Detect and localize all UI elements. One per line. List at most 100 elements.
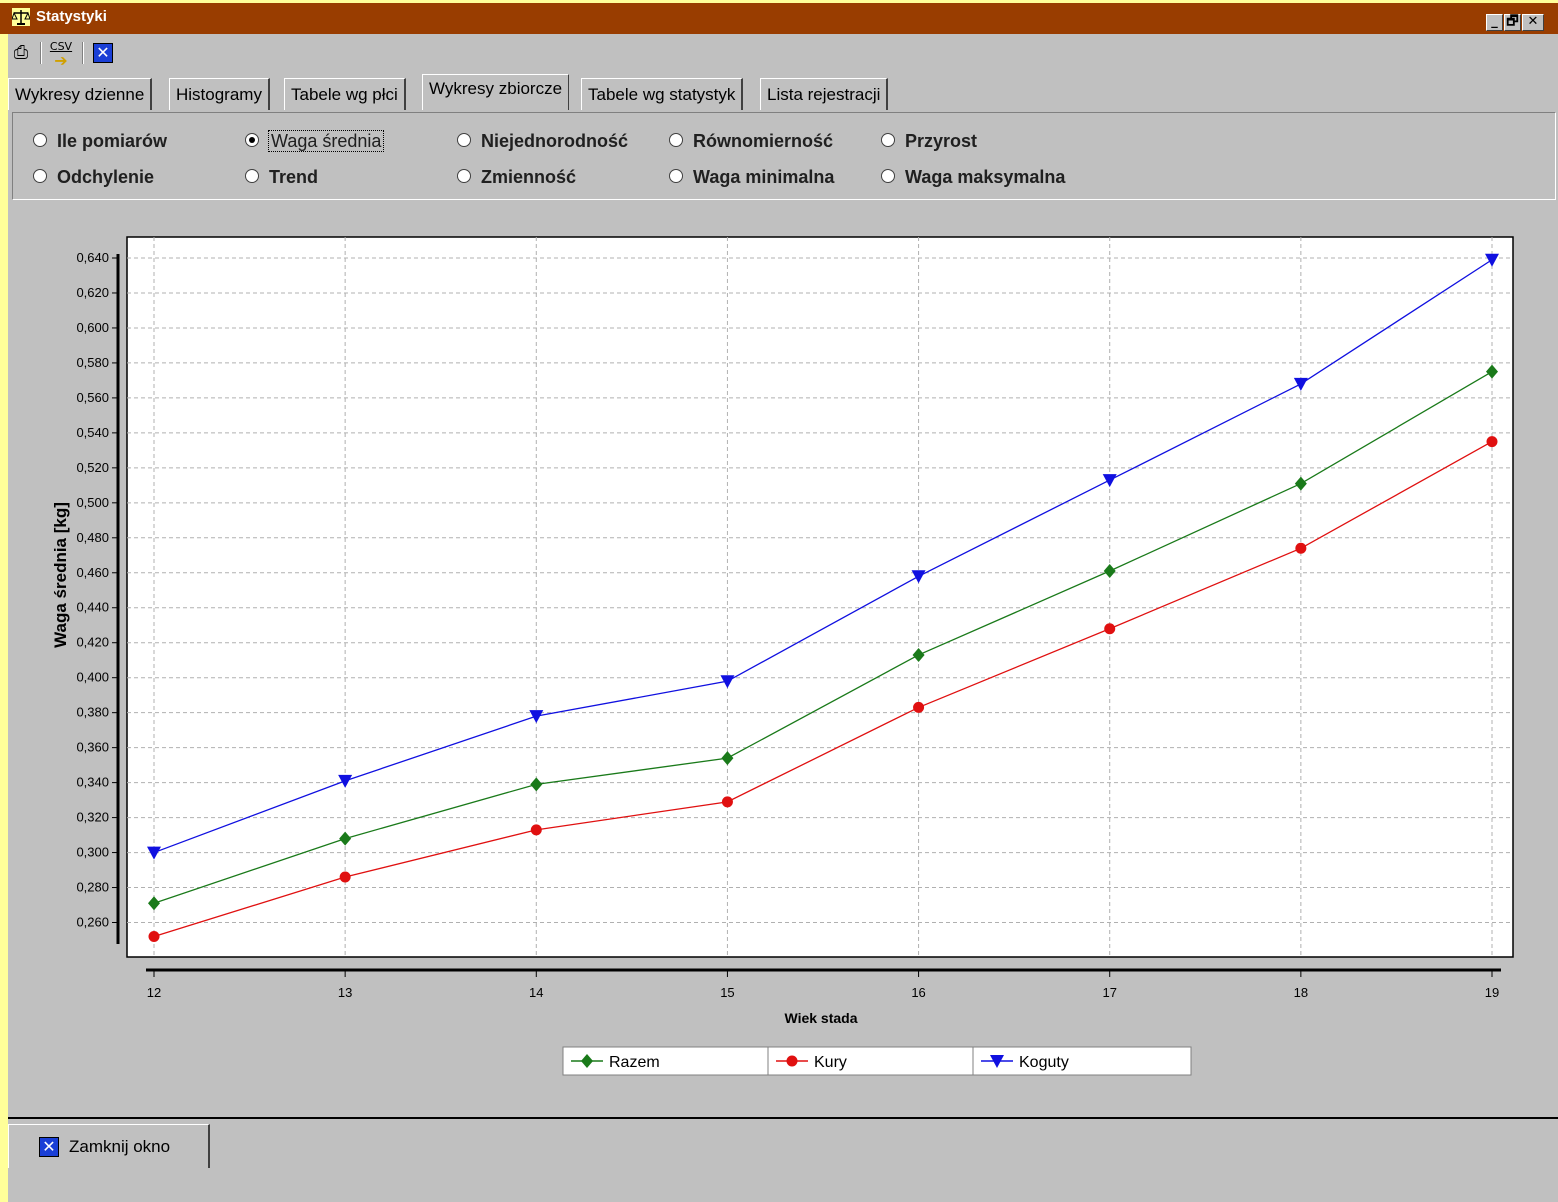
data-point-kury (148, 931, 160, 943)
close-icon: ✕ (39, 1137, 59, 1157)
y-tick-label: 0,580 (76, 355, 109, 370)
radio-circle (881, 169, 895, 184)
x-axis-title: Wiek stada (784, 1010, 857, 1026)
csv-label: CSV (49, 40, 73, 53)
x-tick-label: 13 (338, 985, 352, 1000)
series-line-razem (153, 371, 1493, 904)
title-bar: Statystyki _ 🗗 ✕ (0, 0, 1558, 34)
y-tick-label: 0,400 (76, 670, 109, 685)
data-point-razem (721, 751, 734, 766)
tab-lista-rejestracji[interactable]: Lista rejestracji (760, 78, 889, 110)
data-point-kury (913, 701, 925, 713)
csv-export-button[interactable]: CSV ➔ (48, 40, 74, 69)
maximize-button[interactable]: 🗗 (1504, 14, 1521, 31)
x-tick-label: 19 (1485, 985, 1499, 1000)
arrow-right-icon: ➔ (54, 51, 68, 70)
minimize-button[interactable]: _ (1486, 14, 1503, 31)
toolbar: ⎙ CSV ➔ ✕ (8, 34, 1558, 70)
radio-rownomiernosc[interactable]: Równomierność (669, 131, 833, 152)
legend-marker-kury (786, 1055, 798, 1067)
radio-circle (457, 169, 471, 184)
radio-przyrost[interactable]: Przyrost (881, 131, 977, 152)
tab-bar: Wykresy dzienne Histogramy Tabele wg płc… (8, 74, 1558, 110)
radio-zmiennosc[interactable]: Zmienność (457, 167, 576, 188)
y-tick-label: 0,480 (76, 530, 109, 545)
y-tick-label: 0,460 (76, 565, 109, 580)
close-window-footer-button[interactable]: ✕ Zamknij okno (8, 1124, 210, 1168)
x-tick-label: 15 (720, 985, 734, 1000)
radio-ile-pomiarow[interactable]: Ile pomiarów (33, 131, 167, 152)
series-line-kury (153, 441, 1493, 938)
radio-odchylenie[interactable]: Odchylenie (33, 167, 154, 188)
tab-histogramy[interactable]: Histogramy (169, 78, 270, 110)
data-point-koguty (720, 675, 735, 689)
tab-wykresy-dzienne[interactable]: Wykresy dzienne (8, 78, 153, 110)
legend (562, 1046, 1192, 1076)
y-tick-label: 0,300 (76, 845, 109, 860)
y-tick-label: 0,600 (76, 320, 109, 335)
data-point-razem (148, 896, 160, 911)
footer-divider (8, 1117, 1558, 1119)
y-tick-label: 0,340 (76, 775, 109, 790)
radio-circle (245, 133, 259, 148)
y-tick-label: 0,520 (76, 460, 109, 475)
printer-icon[interactable]: ⎙ (13, 42, 29, 63)
x-tick-label: 14 (529, 985, 543, 1000)
radio-waga-maksymalna[interactable]: Waga maksymalna (881, 167, 1065, 188)
x-tick-label: 12 (147, 985, 161, 1000)
x-tick-label: 16 (911, 985, 925, 1000)
legend-label-kury: Kury (814, 1054, 847, 1071)
radio-circle (245, 169, 259, 184)
radio-circle (33, 169, 47, 184)
radio-trend[interactable]: Trend (245, 167, 318, 188)
toolbar-separator (40, 42, 42, 64)
tab-wykresy-zbiorcze[interactable]: Wykresy zbiorcze (422, 74, 570, 110)
y-tick-label: 0,420 (76, 635, 109, 650)
statistic-selector: Ile pomiarów Waga średnia Niejednorodnoś… (12, 112, 1556, 200)
radio-waga-minimalna[interactable]: Waga minimalna (669, 167, 834, 188)
tab-tabele-wg-statystyk[interactable]: Tabele wg statystyk (581, 78, 744, 110)
y-tick-label: 0,280 (76, 880, 109, 895)
scales-icon (12, 8, 30, 26)
legend-marker-razem (581, 1054, 593, 1068)
radio-circle (33, 133, 47, 148)
data-point-kury (339, 871, 351, 883)
chart-panel: 0,260 0,280 0,300 0,320 0,340 0,360 0,380 0,400… (8, 205, 1558, 1113)
close-button-label: Zamknij okno (69, 1137, 171, 1156)
data-point-kury (1486, 436, 1498, 448)
toolbar-separator (82, 42, 84, 64)
y-tick-label: 0,440 (76, 600, 109, 615)
data-point-koguty (1293, 377, 1308, 391)
close-icon[interactable]: ✕ (90, 40, 116, 66)
y-tick-label: 0,540 (76, 425, 109, 440)
radio-niejednorodnosc[interactable]: Niejednorodność (457, 131, 628, 152)
y-tick-label: 0,500 (76, 495, 109, 510)
window-frame (0, 34, 8, 1202)
legend-marker-koguty (990, 1055, 1004, 1068)
radio-circle (457, 133, 471, 148)
radio-circle (669, 133, 683, 148)
data-point-razem (912, 647, 925, 662)
y-tick-label: 0,260 (76, 915, 109, 930)
radio-waga-srednia[interactable]: Waga średnia (245, 130, 385, 152)
data-point-koguty (147, 846, 161, 860)
data-point-koguty (529, 710, 544, 724)
data-point-koguty (1102, 474, 1117, 488)
tab-tabele-wg-plci[interactable]: Tabele wg płci (284, 78, 406, 110)
plot-area (126, 236, 1514, 958)
data-point-kury (1104, 623, 1116, 635)
y-tick-label: 0,560 (76, 390, 109, 405)
y-tick-label: 0,620 (76, 285, 109, 300)
radio-circle (669, 169, 683, 184)
data-point-razem (530, 777, 543, 792)
y-tick-label: 0,640 (76, 250, 109, 265)
data-point-koguty (1485, 253, 1499, 267)
close-window-button[interactable]: ✕ (1522, 14, 1544, 31)
data-point-kury (1295, 542, 1307, 554)
legend-label-razem: Razem (609, 1054, 660, 1071)
x-tick-label: 18 (1294, 985, 1308, 1000)
y-tick-label: 0,360 (76, 740, 109, 755)
legend-label-koguty: Koguty (1019, 1054, 1069, 1071)
data-point-razem (339, 831, 352, 846)
data-point-koguty (338, 774, 353, 788)
